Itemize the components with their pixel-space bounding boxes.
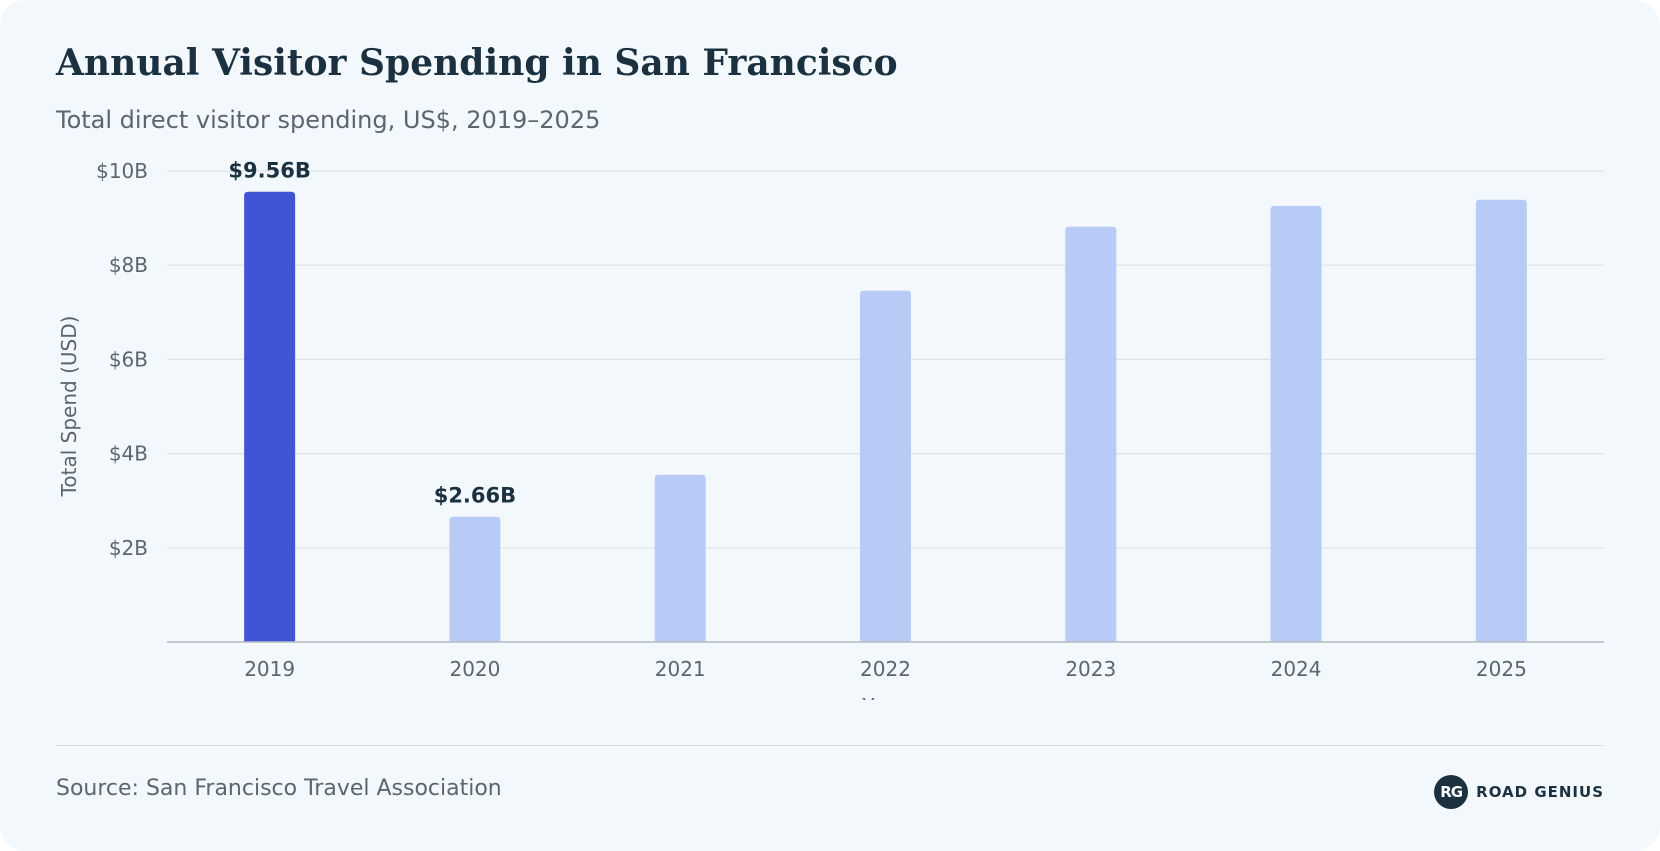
x-tick-label: 2020 xyxy=(449,657,500,681)
bar-2024 xyxy=(1270,205,1322,642)
bar-2025 xyxy=(1475,199,1527,642)
x-tick-label: 2021 xyxy=(655,657,706,681)
source-note: Source: San Francisco Travel Association xyxy=(56,776,502,801)
x-tick-label: 2025 xyxy=(1476,657,1527,681)
y-tick-label: $2B xyxy=(109,536,148,560)
x-tick-label: 2023 xyxy=(1065,657,1116,681)
bar-2023 xyxy=(1065,226,1117,642)
y-axis-title: Total Spend (USD) xyxy=(57,316,81,498)
bar-2022 xyxy=(860,290,911,642)
bar-2021 xyxy=(654,474,706,642)
y-tick-label: $8B xyxy=(109,253,148,277)
bar-chart: $2B $4B $6B $8B $10B 2019 2020 2021 2022 2023 2024… xyxy=(57,159,1604,700)
footer-divider xyxy=(56,745,1604,746)
brand-name: ROAD GENIUS xyxy=(1476,783,1604,801)
data-label: $9.56B xyxy=(228,159,310,183)
data-label: $2.66B xyxy=(434,484,516,508)
x-tick-label: 2022 xyxy=(860,657,911,681)
y-tick-label: $6B xyxy=(109,347,148,371)
bar-2020 xyxy=(449,516,501,642)
chart-title: Annual Visitor Spending in San Francisco xyxy=(56,42,898,84)
y-tick-label: $10B xyxy=(96,159,148,183)
x-tick-label: 2019 xyxy=(244,657,295,681)
brand-logo: RG ROAD GENIUS xyxy=(1434,775,1604,809)
x-tick-label: 2024 xyxy=(1271,657,1322,681)
chart-subtitle: Total direct visitor spending, US$, 2019… xyxy=(56,106,601,134)
brand-monogram: RG xyxy=(1434,775,1469,809)
x-axis-title: Year xyxy=(861,694,905,700)
y-tick-label: $4B xyxy=(109,442,148,466)
bar-2019 xyxy=(244,191,296,642)
